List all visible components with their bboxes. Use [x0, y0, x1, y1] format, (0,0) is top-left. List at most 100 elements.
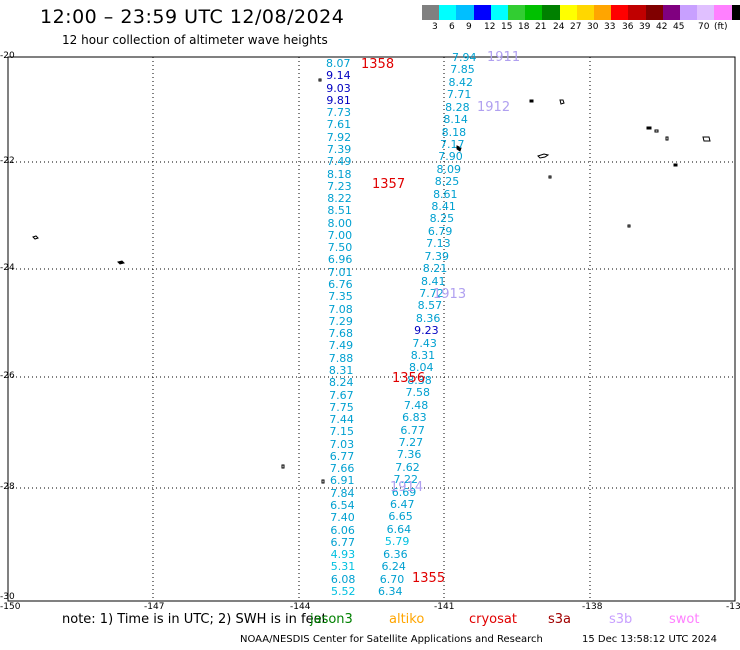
colorbar-swatch [422, 5, 440, 20]
wave-height-west: 7.68 [328, 327, 354, 341]
colorbar-label: 21 [535, 22, 547, 32]
wave-height-east: 8.25 [434, 175, 460, 189]
wave-height-east: 8.04 [408, 361, 434, 375]
colorbar-swatch [662, 5, 681, 20]
satellite-s3a: s3a [548, 612, 572, 627]
lon-label: -141 [434, 602, 455, 612]
wave-height-west: 9.03 [326, 81, 351, 95]
wave-height-west: 6.06 [330, 523, 355, 537]
colorbar-label: 3 [432, 22, 438, 32]
lat-label: -20 [0, 51, 15, 61]
wave-height-west: 9.14 [326, 69, 351, 83]
lat-label: -28 [0, 482, 15, 492]
pass-time-label: 1914 [390, 480, 424, 495]
wave-height-west: 6.76 [328, 278, 353, 292]
colorbar-swatch [542, 5, 561, 20]
wave-height-east: 6.65 [388, 510, 413, 524]
island [529, 99, 534, 103]
wave-height-east: 7.13 [426, 237, 451, 251]
wave-height-east: 7.58 [405, 386, 431, 400]
colorbar-swatch [628, 5, 647, 20]
wave-height-west: 7.88 [328, 351, 354, 365]
island [537, 153, 550, 159]
colorbar-swatch [680, 5, 698, 20]
wave-height-west: 7.08 [328, 302, 353, 316]
wave-height-west: 6.77 [330, 535, 356, 549]
satellite-swot: swot [669, 612, 700, 627]
lon-label: -144 [290, 602, 311, 612]
colorbar-swatch [697, 5, 715, 20]
wave-height-east: 7.27 [398, 435, 424, 449]
colorbar-label: 15 [501, 22, 513, 32]
colorbar-swatch [456, 5, 475, 20]
island [548, 175, 552, 179]
wave-height-east: 7.39 [424, 249, 449, 263]
wave-height-west: 5.52 [331, 585, 356, 598]
wave-height-west: 8.18 [327, 167, 352, 181]
wave-height-east: 6.34 [378, 585, 403, 598]
colorbar-label: 24 [553, 22, 565, 32]
wave-height-west: 8.00 [327, 216, 353, 230]
graticule [8, 57, 735, 601]
wave-height-east: 6.47 [390, 498, 415, 512]
wave-height-west: 7.23 [327, 179, 352, 193]
wave-height-east: 8.38 [407, 373, 432, 387]
wave-height-east: 7.71 [446, 88, 472, 102]
wave-height-east: 7.43 [412, 336, 437, 350]
wave-height-east: 8.41 [431, 200, 456, 214]
wave-height-east: 6.77 [400, 423, 425, 437]
wave-height-west: 6.77 [329, 449, 355, 463]
islands [32, 78, 711, 484]
colorbar-label: 27 [570, 22, 582, 32]
wave-height-west: 6.91 [329, 474, 355, 488]
wave-height-west: 7.50 [327, 241, 353, 255]
colorbar-swatch [594, 5, 612, 20]
wave-height-east: 7.94 [452, 51, 477, 64]
lat-label: -30 [0, 592, 15, 602]
satellite-cryosat: cryosat [469, 612, 517, 627]
island [32, 235, 39, 240]
colorbar-swatch [490, 5, 509, 20]
wave-height-west: 7.92 [326, 130, 352, 144]
colorbar-swatch [714, 5, 733, 20]
wave-height-east: 7.85 [450, 63, 475, 77]
wave-height-east: 8.18 [441, 125, 467, 139]
wave-height-east: 7.36 [396, 448, 422, 462]
wave-height-east: 7.48 [403, 398, 429, 412]
lon-label: -135 [726, 602, 740, 612]
wave-height-east: 8.25 [429, 212, 455, 226]
wave-height-east: 8.36 [415, 311, 441, 325]
pass-time-label: 1913 [433, 287, 467, 302]
island [456, 145, 462, 152]
wave-height-east: 6.36 [383, 547, 408, 561]
colorbar-swatch [508, 5, 526, 20]
wave-height-west: 8.31 [328, 363, 354, 377]
colorbar-swatch [439, 5, 457, 20]
wave-height-east: 8.57 [417, 299, 443, 313]
footer-timestamp: 15 Dec 13:58:12 UTC 2024 [582, 634, 717, 645]
pass-time-label: 1911 [487, 50, 521, 65]
colorbar-label: (ft) [714, 22, 728, 32]
page-title: 12:00 – 23:59 UTC 12/08/2024 [40, 6, 345, 28]
wave-height-west: 7.49 [328, 339, 354, 353]
island [321, 479, 325, 484]
island [665, 136, 669, 141]
wave-height-east: 6.24 [381, 560, 406, 574]
wave-height-west: 7.39 [326, 142, 352, 156]
wave-height-east: 7.62 [395, 460, 420, 474]
wave-height-east: 6.79 [427, 224, 453, 238]
pass-time-label: 1356 [392, 371, 426, 386]
wave-height-west: 9.81 [326, 93, 351, 107]
wave-height-east: 6.69 [391, 485, 417, 499]
wave-height-east: 6.64 [386, 522, 412, 536]
colorbar-label: 39 [639, 22, 651, 32]
pass-time-label: 1355 [412, 571, 446, 586]
colorbar-swatch [559, 5, 578, 20]
wave-height-west: 7.75 [329, 400, 354, 414]
wave-height-east: 9.23 [414, 324, 439, 338]
wave-height-west: 7.84 [330, 486, 355, 500]
wave-height-east: 7.72 [419, 286, 444, 300]
wave-height-east: 8.28 [445, 100, 470, 114]
lat-label: -26 [0, 371, 15, 381]
